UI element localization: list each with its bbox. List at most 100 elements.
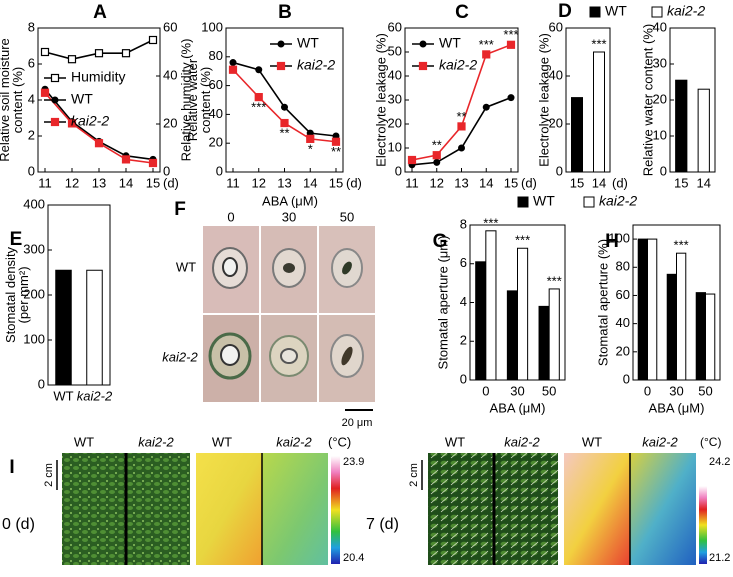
y-tick-label: 20 <box>549 115 563 130</box>
bar <box>517 247 529 381</box>
micrograph <box>319 226 375 313</box>
thermal-image <box>564 453 630 565</box>
series-line <box>411 96 512 166</box>
data-point <box>148 158 158 168</box>
y-axis-label: Relative water content (%) <box>640 24 655 176</box>
x-tick-label: 0 <box>482 383 489 398</box>
micrograph <box>261 226 317 313</box>
y-axis-label: Relative water <box>185 58 200 141</box>
significance-label: ** <box>279 125 289 140</box>
plot-frame <box>565 27 611 173</box>
color-bar <box>331 456 340 564</box>
data-point <box>228 65 238 74</box>
day-label: 0 (d) <box>2 516 35 533</box>
y-tick-label: 0 <box>395 163 402 178</box>
bar <box>697 88 710 173</box>
bar <box>571 97 583 173</box>
y-tick-label: 40 <box>549 67 563 82</box>
legend-label: WT <box>71 91 93 107</box>
data-point <box>121 49 131 58</box>
bar <box>705 293 716 381</box>
x-tick-label: 14 <box>479 175 493 190</box>
y-tick-label: 4 <box>28 91 35 106</box>
y-axis-label: content (%) <box>10 67 25 133</box>
panel-f: F ABA (μM) 0 30 50 WT kai2-2 20 μm <box>162 193 375 429</box>
thermal-panel: WT kai2-2 WT kai2-2 (°C) 2 cm 7 (d) 24.2… <box>366 434 730 565</box>
panel-letter: E <box>10 229 23 250</box>
x-tick-label: 13 <box>92 175 106 190</box>
plot-frame <box>469 224 566 381</box>
legend-swatch <box>589 6 601 18</box>
x-tick-label: 50 <box>698 383 712 398</box>
y2-tick-label: 20 <box>163 115 177 130</box>
significance-label: *** <box>251 100 266 115</box>
data-point <box>40 88 50 97</box>
x-tick-label: 12 <box>430 175 444 190</box>
column-label: 0 <box>227 209 234 224</box>
significance-label: *** <box>547 273 562 288</box>
y-tick-label: 10 <box>653 127 667 142</box>
x-tick-label: 15 <box>504 175 518 190</box>
y-tick-label: 0 <box>556 163 563 178</box>
bar <box>647 238 658 381</box>
data-point <box>433 158 441 166</box>
legend-swatch <box>517 196 529 208</box>
color-bar-max: 24.2 <box>709 456 730 468</box>
x-tick-label: 30 <box>510 383 524 398</box>
legend-marker <box>50 73 60 83</box>
data-point <box>40 47 50 57</box>
y2-axis-label: Relative humidity (%) <box>178 39 193 162</box>
scale-label: 2 cm <box>43 463 55 487</box>
micrograph <box>203 315 259 402</box>
x-axis-label: ABA (μM) <box>490 400 546 415</box>
color-bar-min: 21.2 <box>709 552 730 564</box>
color-bar <box>699 486 707 564</box>
y-axis-label: Relative soil moisture <box>0 38 12 162</box>
x-tick-label: kai2-2 <box>77 388 113 403</box>
x-tick-label: 15 <box>674 175 688 190</box>
y2-tick-label: 0 <box>163 163 170 178</box>
plot-frame <box>225 27 344 173</box>
image-label: kai2-2 <box>504 434 540 449</box>
y-tick-label: 100 <box>201 19 223 34</box>
legend-marker <box>50 117 60 127</box>
legend-swatch <box>583 196 595 208</box>
panel-letter: A <box>93 2 107 23</box>
y-tick-label: 200 <box>23 286 45 301</box>
y-axis-label: Stomatal density <box>3 246 18 343</box>
y-tick-label: 400 <box>23 196 45 211</box>
x-unit: (d) <box>521 175 537 190</box>
data-point <box>506 40 516 49</box>
x-unit: (d) <box>163 175 179 190</box>
micrograph <box>261 315 317 402</box>
legend-label: WT <box>533 193 555 209</box>
data-point <box>281 103 288 111</box>
x-tick-label: 14 <box>119 175 133 190</box>
y-tick-label: 0 <box>216 163 223 178</box>
legend-label: Humidity <box>71 69 125 85</box>
color-bar-min: 20.4 <box>343 552 364 564</box>
y-tick-label: 40 <box>616 315 630 330</box>
thermal-panel: WT kai2-2 WT kai2-2 (°C) 2 cm 0 (d) 23.9… <box>2 434 364 565</box>
bar <box>637 238 648 381</box>
bar <box>55 269 72 386</box>
bar <box>485 230 497 381</box>
y-tick-label: 0 <box>460 371 467 386</box>
data-point <box>432 151 441 160</box>
y-tick-label: 20 <box>209 135 223 150</box>
x-axis-label: ABA (μM) <box>649 400 705 415</box>
column-label: 30 <box>282 209 296 224</box>
y-tick-label: 100 <box>23 331 45 346</box>
significance-label: ** <box>331 144 341 159</box>
micrograph <box>203 226 259 313</box>
x-tick-label: 14 <box>303 175 317 190</box>
legend-marker <box>418 61 428 71</box>
legend-label: kai2-2 <box>439 57 477 73</box>
panel-letter: C <box>455 2 469 23</box>
y-tick-label: 0 <box>660 163 667 178</box>
legend-label: kai2-2 <box>599 193 637 209</box>
panel-letter: G <box>433 231 448 252</box>
x-tick-label: 13 <box>454 175 468 190</box>
data-point <box>482 50 491 59</box>
